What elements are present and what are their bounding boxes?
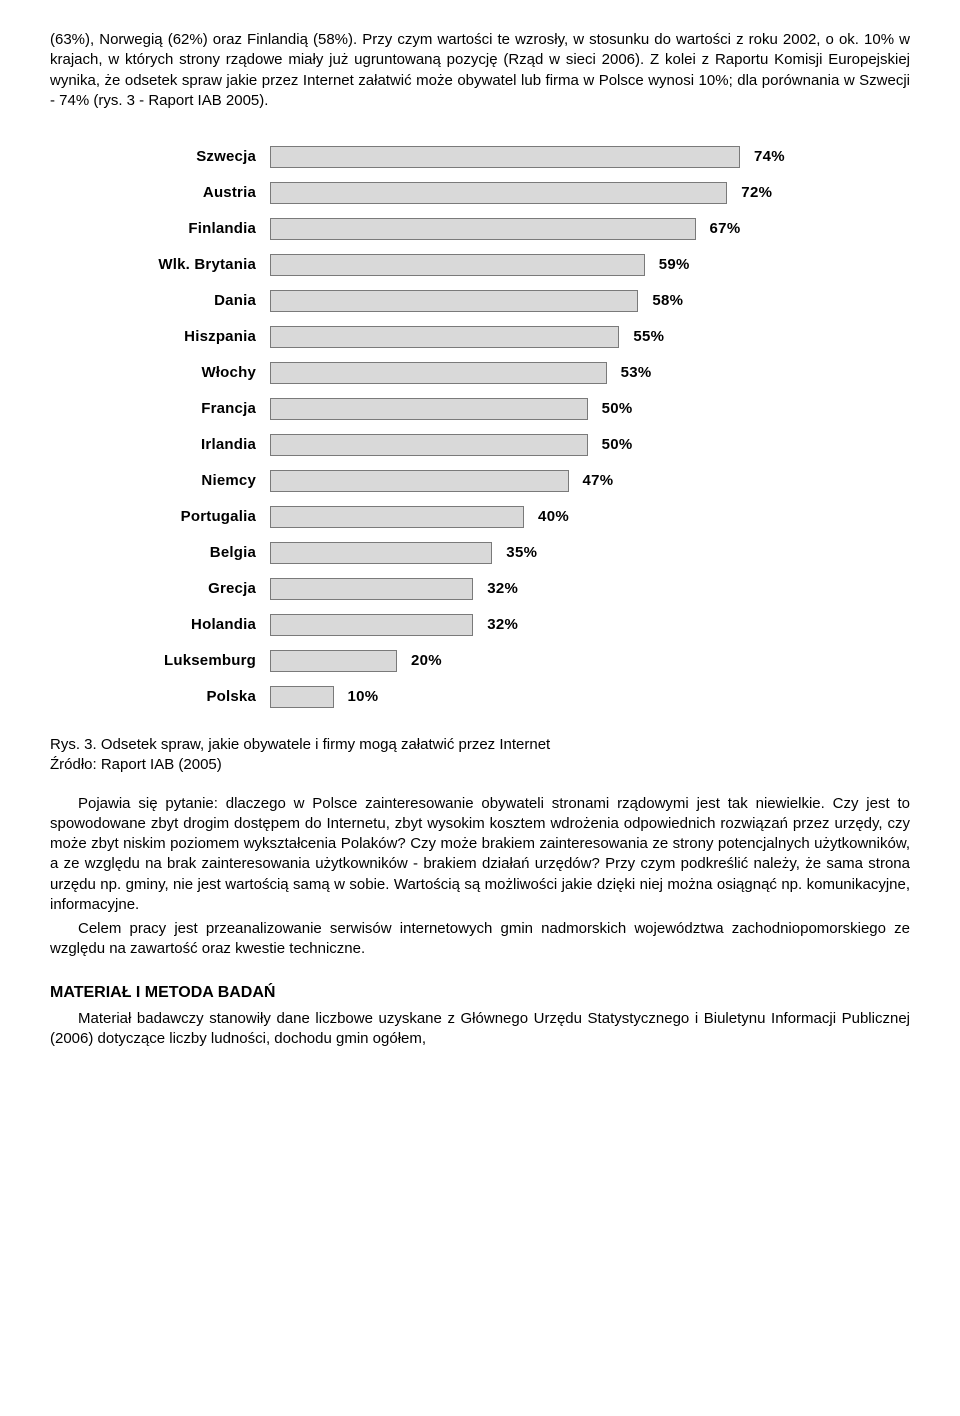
chart-bar xyxy=(270,362,607,384)
chart-bar-area: 59% xyxy=(270,254,850,276)
chart-value-label: 32% xyxy=(473,579,518,599)
chart-value-label: 72% xyxy=(727,183,772,203)
chart-row: Hiszpania 55% xyxy=(110,319,850,355)
body-paragraph-3: Materiał badawczy stanowiły dane liczbow… xyxy=(50,1009,910,1050)
chart-bar-area: 47% xyxy=(270,470,850,492)
chart-value-label: 20% xyxy=(397,651,442,671)
chart-row: Finlandia 67% xyxy=(110,211,850,247)
chart-country-label: Francja xyxy=(110,399,270,419)
chart-row: Szwecja 74% xyxy=(110,139,850,175)
chart-country-label: Belgia xyxy=(110,543,270,563)
chart-bar-area: 50% xyxy=(270,398,850,420)
chart-row: Polska 10% xyxy=(110,679,850,715)
chart-value-label: 32% xyxy=(473,615,518,635)
chart-row: Włochy 53% xyxy=(110,355,850,391)
chart-value-label: 40% xyxy=(524,507,569,527)
chart-bar xyxy=(270,182,727,204)
chart-country-label: Luksemburg xyxy=(110,651,270,671)
chart-bar-area: 20% xyxy=(270,650,850,672)
chart-bar xyxy=(270,254,645,276)
chart-bar-area: 72% xyxy=(270,182,850,204)
chart-bar-area: 40% xyxy=(270,506,850,528)
caption-source: Źródło: Raport IAB (2005) xyxy=(50,755,910,775)
chart-row: Luksemburg 20% xyxy=(110,643,850,679)
body-paragraph-1: Pojawia się pytanie: dlaczego w Polsce z… xyxy=(50,794,910,916)
caption-title: Rys. 3. Odsetek spraw, jakie obywatele i… xyxy=(50,735,910,755)
chart-bar-area: 32% xyxy=(270,578,850,600)
chart-country-label: Grecja xyxy=(110,579,270,599)
chart-bar-area: 74% xyxy=(270,146,850,168)
chart-row: Irlandia 50% xyxy=(110,427,850,463)
chart-row: Belgia 35% xyxy=(110,535,850,571)
chart-value-label: 50% xyxy=(588,399,633,419)
chart-bar xyxy=(270,614,473,636)
chart-row: Francja 50% xyxy=(110,391,850,427)
chart-bar-area: 55% xyxy=(270,326,850,348)
figure-caption: Rys. 3. Odsetek spraw, jakie obywatele i… xyxy=(50,735,910,776)
chart-value-label: 35% xyxy=(492,543,537,563)
chart-country-label: Wlk. Brytania xyxy=(110,255,270,275)
chart-bar xyxy=(270,326,619,348)
chart-country-label: Finlandia xyxy=(110,219,270,239)
chart-country-label: Irlandia xyxy=(110,435,270,455)
chart-bar xyxy=(270,470,569,492)
chart-bar xyxy=(270,686,334,708)
chart-country-label: Portugalia xyxy=(110,507,270,527)
chart-value-label: 74% xyxy=(740,147,785,167)
chart-bar-area: 58% xyxy=(270,290,850,312)
chart-row: Dania 58% xyxy=(110,283,850,319)
chart-value-label: 53% xyxy=(607,363,652,383)
chart-bar-area: 67% xyxy=(270,218,850,240)
body-paragraph-2: Celem pracy jest przeanalizowanie serwis… xyxy=(50,919,910,960)
chart-bar xyxy=(270,542,492,564)
chart-bar xyxy=(270,578,473,600)
chart-row: Holandia 32% xyxy=(110,607,850,643)
chart-value-label: 58% xyxy=(638,291,683,311)
chart-row: Austria 72% xyxy=(110,175,850,211)
chart-value-label: 67% xyxy=(696,219,741,239)
chart-bar-area: 50% xyxy=(270,434,850,456)
section-heading: MATERIAŁ I METODA BADAŃ xyxy=(50,982,910,1004)
chart-row: Niemcy 47% xyxy=(110,463,850,499)
chart-bar-area: 53% xyxy=(270,362,850,384)
chart-bar xyxy=(270,290,638,312)
chart-country-label: Dania xyxy=(110,291,270,311)
chart-bar xyxy=(270,506,524,528)
chart-bar-area: 10% xyxy=(270,686,850,708)
chart-value-label: 59% xyxy=(645,255,690,275)
chart-value-label: 55% xyxy=(619,327,664,347)
chart-row: Portugalia 40% xyxy=(110,499,850,535)
chart-bar xyxy=(270,650,397,672)
chart-country-label: Niemcy xyxy=(110,471,270,491)
bar-chart: Szwecja 74% Austria 72% Finlandia 67% Wlk. Bry… xyxy=(110,139,850,715)
intro-paragraph: (63%), Norwegią (62%) oraz Finlandią (58… xyxy=(50,30,910,111)
chart-country-label: Austria xyxy=(110,183,270,203)
chart-country-label: Holandia xyxy=(110,615,270,635)
chart-bar xyxy=(270,398,588,420)
chart-value-label: 50% xyxy=(588,435,633,455)
chart-country-label: Włochy xyxy=(110,363,270,383)
chart-bar-area: 32% xyxy=(270,614,850,636)
chart-bar xyxy=(270,218,696,240)
chart-row: Wlk. Brytania 59% xyxy=(110,247,850,283)
chart-bar xyxy=(270,434,588,456)
chart-bar xyxy=(270,146,740,168)
chart-value-label: 10% xyxy=(334,687,379,707)
chart-country-label: Polska xyxy=(110,687,270,707)
chart-row: Grecja 32% xyxy=(110,571,850,607)
chart-country-label: Hiszpania xyxy=(110,327,270,347)
chart-country-label: Szwecja xyxy=(110,147,270,167)
chart-bar-area: 35% xyxy=(270,542,850,564)
chart-value-label: 47% xyxy=(569,471,614,491)
